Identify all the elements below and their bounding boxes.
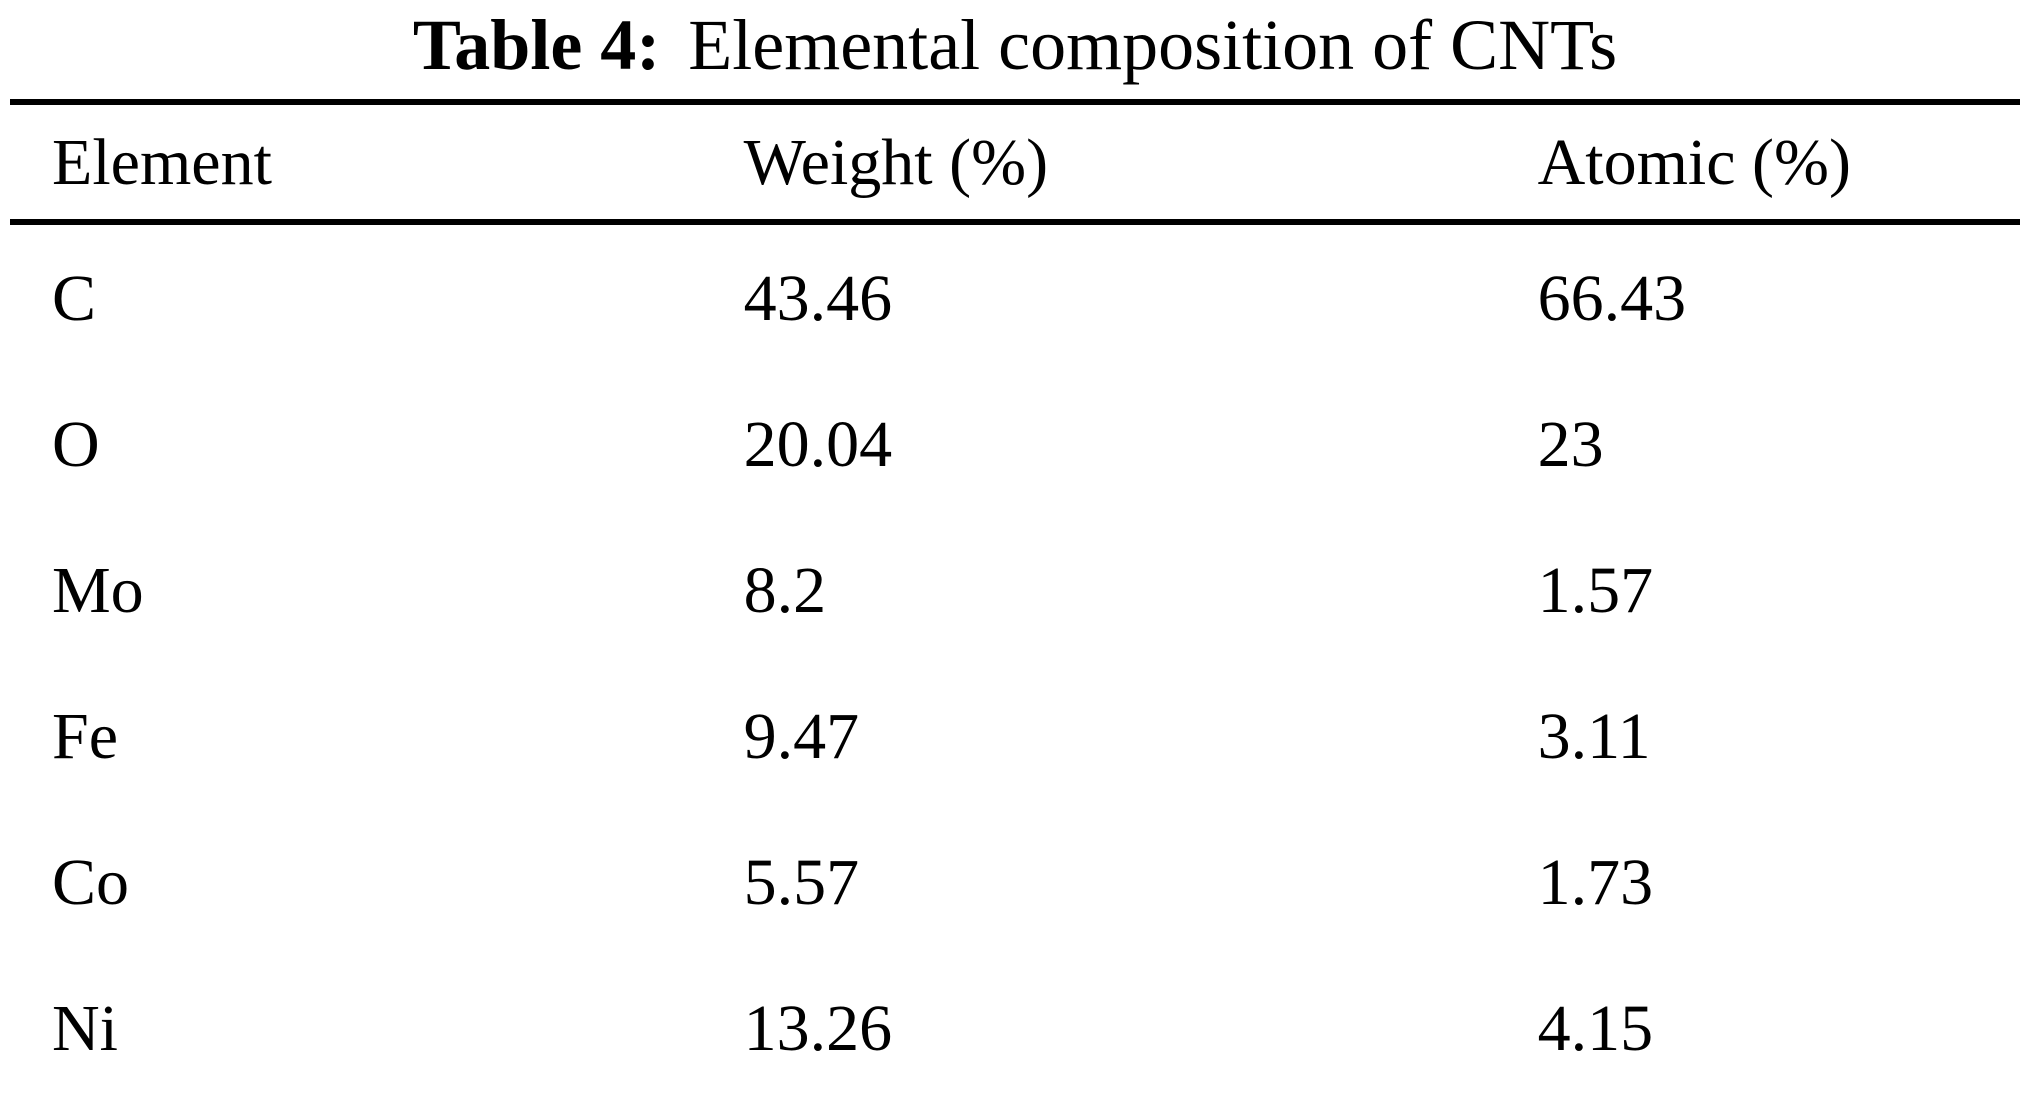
table-row: Co 5.57 1.73 — [10, 809, 2020, 955]
cell-element: O — [52, 408, 100, 482]
table-row: O 20.04 23 — [10, 371, 2020, 517]
table-caption-label: Table 4: — [412, 5, 661, 85]
cell-weight: 20.04 — [743, 408, 893, 482]
table-row: Ni 13.26 4.15 — [10, 955, 2020, 1098]
cell-atomic: 1.57 — [1537, 554, 1654, 628]
column-header-element: Element — [10, 99, 744, 226]
cell-weight: 43.46 — [743, 262, 893, 336]
table-row: C 43.46 66.43 — [10, 222, 2020, 371]
table-caption-text: Elemental composition of CNTs — [688, 5, 1618, 85]
table-caption: Table 4: Elemental composition of CNTs — [0, 0, 2030, 85]
table-row: Mo 8.2 1.57 — [10, 517, 2020, 663]
cell-weight: 13.26 — [743, 955, 1538, 1098]
table-body: C 43.46 66.43 O 20.04 23 Mo 8.2 1.57 Fe … — [10, 222, 2020, 1098]
cell-element: C — [52, 262, 97, 336]
cell-atomic: 66.43 — [1537, 262, 1687, 336]
header-row: Element Weight (%) Atomic (%) — [10, 99, 2020, 226]
cell-atomic: 3.11 — [1537, 700, 1651, 774]
cell-atomic: 23 — [1537, 408, 1604, 482]
cell-weight: 5.57 — [743, 846, 860, 920]
cell-element: Fe — [52, 700, 118, 774]
elemental-composition-table: Element Weight (%) Atomic (%) C 43.46 66… — [10, 99, 2020, 1098]
table-row: Fe 9.47 3.11 — [10, 663, 2020, 809]
cell-element: Ni — [10, 955, 744, 1098]
column-header-atomic: Atomic (%) — [1537, 99, 2020, 226]
cell-weight: 8.2 — [743, 554, 827, 628]
cell-atomic: 1.73 — [1537, 846, 1654, 920]
cell-element: Co — [52, 846, 130, 920]
column-header-weight: Weight (%) — [743, 99, 1538, 226]
cell-atomic: 4.15 — [1537, 955, 2020, 1098]
cell-weight: 9.47 — [743, 700, 860, 774]
cell-element: Mo — [52, 554, 144, 628]
table-header: Element Weight (%) Atomic (%) — [10, 99, 2020, 226]
